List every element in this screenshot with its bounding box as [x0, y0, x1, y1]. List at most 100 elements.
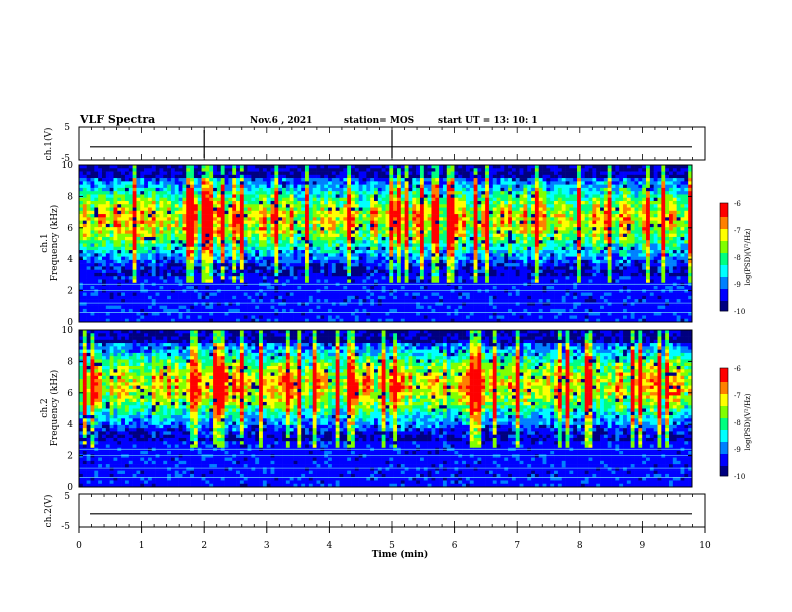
spectrogram-cell [274, 194, 279, 199]
spectrogram-cell [308, 292, 314, 297]
spectrogram-cell [98, 200, 103, 205]
spectrogram-cell [247, 253, 252, 257]
spectrogram-cell [174, 305, 179, 310]
spectrogram-cell [285, 286, 291, 290]
spectrogram-cell [239, 220, 245, 225]
spectrogram-cell [324, 272, 329, 277]
spectrogram-cell [232, 272, 237, 277]
spectrogram-cell [101, 227, 107, 231]
spectrogram-cell [186, 256, 191, 261]
spectrogram-cell [174, 165, 179, 169]
spectrogram-cell [121, 295, 126, 300]
spectrogram-cell [312, 289, 317, 293]
spectrogram-cell [98, 312, 103, 316]
spectrogram-cell [94, 266, 99, 270]
ch1-voltage-panel: 5 -5 ch.1(V) [43, 123, 706, 164]
spectrogram-cell [79, 302, 84, 306]
spectrogram-cell [82, 312, 87, 316]
spectrogram-cell [224, 315, 229, 320]
spectrogram-cell [182, 191, 187, 195]
spectrogram-cell [385, 318, 390, 323]
spectrogram-cell [278, 200, 283, 205]
spectrogram-cell [412, 230, 417, 234]
spectrogram-cell [408, 263, 413, 267]
spectrogram-cell [450, 299, 455, 303]
spectrogram-cell [94, 217, 99, 221]
spectrogram-cell [396, 181, 402, 185]
spectrogram-cell [377, 204, 382, 208]
spectrogram-cell [128, 214, 133, 218]
spectrogram-cell [408, 318, 413, 323]
spectrogram-cell [197, 286, 202, 290]
spectrogram-cell [174, 302, 179, 306]
spectrogram-cell [209, 253, 214, 257]
spectrogram-cell [124, 269, 130, 274]
spectrogram-cell [124, 200, 130, 205]
spectrogram-cell [182, 279, 187, 284]
spectrogram-cell [262, 227, 268, 231]
spectrogram-cell [213, 240, 218, 244]
spectrogram-cell [174, 269, 179, 274]
spectrogram-cell [213, 269, 218, 274]
spectrogram-cell [431, 253, 436, 257]
spectrogram-cell [147, 184, 153, 189]
spectrogram-cell [439, 305, 444, 310]
spectrogram-cell [297, 217, 302, 221]
spectrogram-cell [389, 289, 394, 293]
spectrogram-cell [381, 266, 386, 270]
spectrogram-cell [170, 210, 176, 215]
spectrogram-cell [136, 200, 141, 205]
spectrogram-cell [213, 178, 218, 182]
spectrogram-cell [216, 181, 222, 185]
spectrogram-cell [174, 289, 179, 293]
spectrogram-cell [400, 243, 405, 248]
spectrogram-cell [347, 207, 352, 212]
spectrogram-cell [416, 171, 421, 176]
spectrogram-cell [270, 243, 275, 248]
spectrogram-cell [82, 250, 87, 254]
spectrogram-cell [274, 250, 279, 254]
spectrogram-cell [278, 250, 283, 254]
spectrogram-cell [186, 272, 191, 277]
spectrogram-cell [400, 171, 405, 176]
spectrogram-cell [285, 263, 291, 267]
spectrogram-cell [416, 308, 421, 313]
spectrogram-cell [113, 259, 118, 264]
spectrogram-cell [167, 240, 172, 244]
spectrogram-cell [236, 233, 241, 238]
spectrogram-cell [144, 191, 149, 195]
spectrogram-cell [220, 207, 225, 212]
spectrogram-cell [105, 263, 110, 267]
spectrogram-cell [228, 305, 233, 310]
spectrogram-cell [205, 279, 210, 284]
spectrogram-cell [121, 230, 126, 234]
spectrogram-cell [416, 253, 421, 257]
spectrogram-cell [458, 243, 463, 248]
spectrogram-cell [324, 263, 329, 267]
spectrogram-cell [465, 266, 471, 270]
spectrogram-cell [270, 207, 275, 212]
spectrogram-cell [159, 194, 164, 199]
spectrogram-cell [232, 207, 237, 212]
spectrogram-cell [374, 214, 379, 218]
spectrogram-cell [305, 272, 310, 277]
spectrogram-cell [243, 236, 248, 241]
spectrogram-cell [82, 168, 87, 172]
spectrogram-cell [224, 207, 229, 212]
spectrogram-cell [243, 269, 248, 274]
spectrogram-cell [335, 168, 340, 172]
spectrogram-cell [435, 165, 440, 169]
spectrogram-cell [331, 295, 336, 300]
spectrogram-cell [232, 305, 237, 310]
spectrogram-cell [147, 178, 153, 182]
spectrogram-cell [435, 191, 440, 195]
spectrogram-cell [339, 191, 344, 195]
spectrogram-cell [243, 272, 248, 277]
spectrogram-cell [393, 292, 398, 297]
spectrogram-cell [316, 279, 321, 284]
spectrogram-cell [228, 263, 233, 267]
spectrogram-cell [140, 266, 145, 270]
spectrogram-cell [343, 295, 348, 300]
spectrogram-cell [147, 230, 153, 234]
spectrogram-cell [308, 240, 314, 244]
